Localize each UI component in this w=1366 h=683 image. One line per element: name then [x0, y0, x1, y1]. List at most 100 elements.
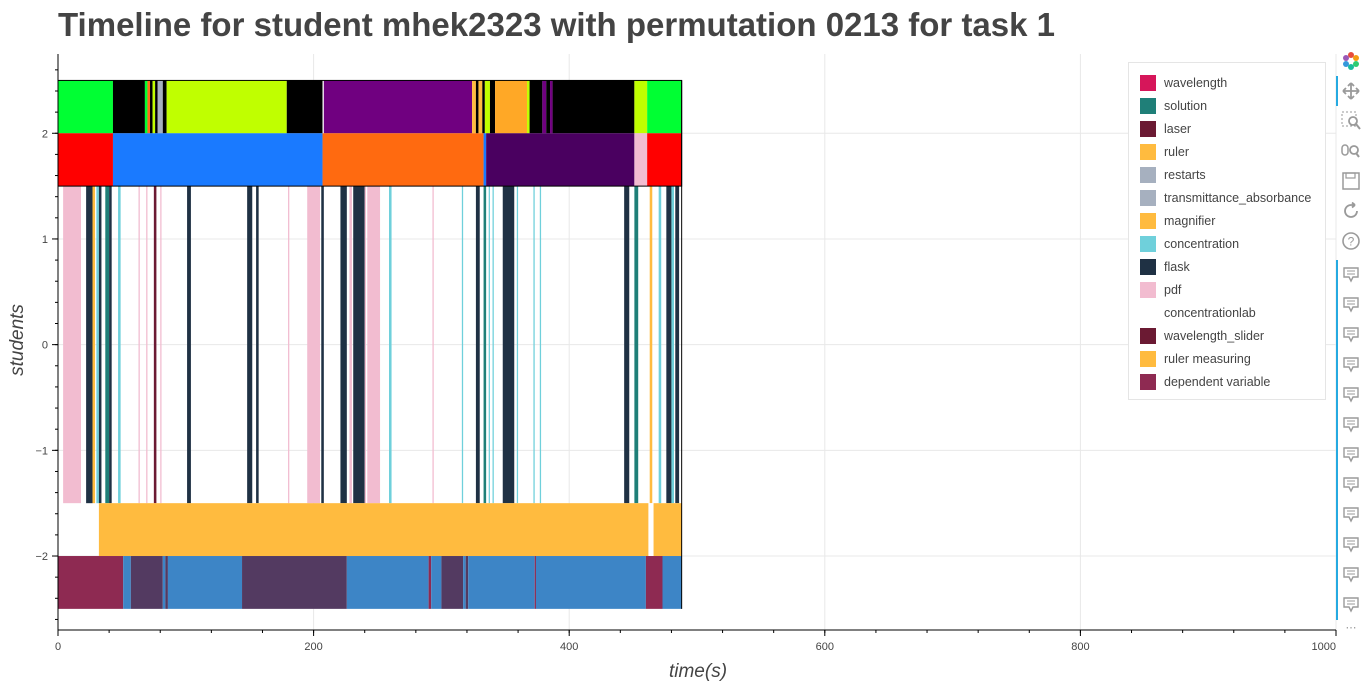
timeline-segment	[483, 133, 487, 187]
hover-icon[interactable]	[1340, 294, 1362, 316]
timeline-segment	[463, 556, 466, 609]
timeline-segment	[187, 186, 191, 504]
timeline-segment	[105, 186, 110, 504]
timeline-segment	[475, 80, 479, 134]
legend-label: transmittance_absorbance	[1164, 190, 1312, 205]
timeline-segment	[461, 186, 464, 504]
timeline-segment	[647, 133, 682, 187]
timeline-segment	[648, 503, 654, 557]
hover-icon[interactable]	[1340, 444, 1362, 466]
reset-icon[interactable]	[1340, 200, 1362, 222]
timeline-segment	[649, 186, 653, 504]
wheel-zoom-icon[interactable]	[1340, 140, 1362, 162]
timeline-segment	[428, 556, 432, 609]
bokeh-logo-icon[interactable]	[1340, 50, 1362, 72]
x-tick-label: 1000	[1312, 641, 1336, 653]
timeline-segment	[486, 133, 635, 187]
hover-icon[interactable]	[1340, 564, 1362, 586]
hover-icon[interactable]	[1340, 474, 1362, 496]
more-tools-icon[interactable]: ⋯	[1345, 621, 1357, 634]
hover-icon[interactable]	[1340, 534, 1362, 556]
hover-icon[interactable]	[1340, 354, 1362, 376]
pan-icon[interactable]	[1340, 80, 1362, 102]
timeline-segment	[322, 133, 484, 187]
legend-item: wavelength_slider	[1129, 324, 1325, 347]
legend-swatch	[1140, 373, 1156, 390]
timeline-segment	[288, 186, 290, 504]
legend-swatch	[1140, 258, 1156, 275]
legend-label: laser	[1164, 121, 1192, 136]
timeline-segment	[256, 186, 259, 504]
x-tick-label: 200	[304, 641, 322, 653]
timeline-segment	[658, 186, 662, 504]
timeline-segment	[666, 186, 672, 504]
timeline-segment	[465, 556, 469, 609]
timeline-segment	[488, 186, 490, 504]
legend-item: wavelength	[1129, 71, 1325, 94]
hover-icon[interactable]	[1340, 324, 1362, 346]
legend-label: wavelength	[1164, 75, 1228, 90]
timeline-segment	[478, 80, 483, 134]
legend-item: magnifier	[1129, 209, 1325, 232]
timeline-segment	[484, 80, 490, 134]
help-icon[interactable]: ?	[1340, 230, 1362, 252]
legend-item: ruler measuring	[1129, 347, 1325, 370]
legend-item: transmittance_absorbance	[1129, 186, 1325, 209]
x-axis-title: time(s)	[669, 661, 727, 682]
timeline-segment	[144, 80, 148, 134]
timeline-segment	[112, 133, 323, 187]
timeline-segment	[123, 556, 131, 609]
timeline-segment	[671, 186, 674, 504]
timeline-segment	[349, 186, 352, 504]
timeline-segment	[340, 186, 347, 504]
legend-swatch	[1140, 350, 1156, 367]
timeline-segment	[475, 186, 480, 504]
timeline-segment	[542, 80, 547, 134]
legend-swatch	[1140, 74, 1156, 91]
timeline-segment	[98, 503, 649, 557]
timeline-segment	[529, 80, 543, 134]
timeline-segment	[546, 80, 551, 134]
legend-item: ruler	[1129, 140, 1325, 163]
legend-item: laser	[1129, 117, 1325, 140]
timeline-segment	[58, 80, 113, 134]
box-zoom-icon[interactable]	[1340, 110, 1362, 132]
timeline-segment	[441, 556, 464, 609]
hover-icon[interactable]	[1340, 264, 1362, 286]
legend-label: ruler measuring	[1164, 351, 1251, 366]
legend-item: concentration	[1129, 232, 1325, 255]
hover-icon[interactable]	[1340, 384, 1362, 406]
legend-item: pdf	[1129, 278, 1325, 301]
timeline-segment	[323, 80, 473, 134]
legend-label: pdf	[1164, 282, 1182, 297]
hover-icon[interactable]	[1340, 594, 1362, 616]
hover-icon[interactable]	[1340, 414, 1362, 436]
timeline-segment	[63, 186, 82, 504]
timeline-segment	[527, 80, 530, 134]
timeline-segment	[58, 133, 113, 187]
legend-label: concentration	[1164, 236, 1240, 251]
y-tick-label: −2	[35, 551, 48, 563]
hover-active-indicator	[1336, 260, 1338, 620]
timeline-segment	[150, 80, 153, 134]
timeline-segment	[307, 186, 320, 504]
timeline-segment	[634, 80, 648, 134]
timeline-segment	[432, 186, 434, 504]
timeline-segment	[155, 80, 158, 134]
timeline-segment	[662, 556, 682, 609]
timeline-segment	[112, 80, 145, 134]
timeline-segment	[353, 186, 365, 504]
legend: wavelength solution laser ruler restarts tran…	[1128, 62, 1326, 400]
timeline-segment	[321, 186, 324, 504]
hover-icon[interactable]	[1340, 504, 1362, 526]
timeline-segment	[550, 80, 553, 134]
x-tick-label: 0	[55, 641, 61, 653]
save-icon[interactable]	[1340, 170, 1362, 192]
timeline-segment	[166, 80, 287, 134]
legend-swatch	[1140, 304, 1156, 321]
timeline-segment	[118, 186, 121, 504]
timeline-segment	[534, 556, 536, 609]
timeline-segment	[495, 80, 528, 134]
timeline-segment	[322, 80, 324, 134]
legend-item: dependent variable	[1129, 370, 1325, 393]
